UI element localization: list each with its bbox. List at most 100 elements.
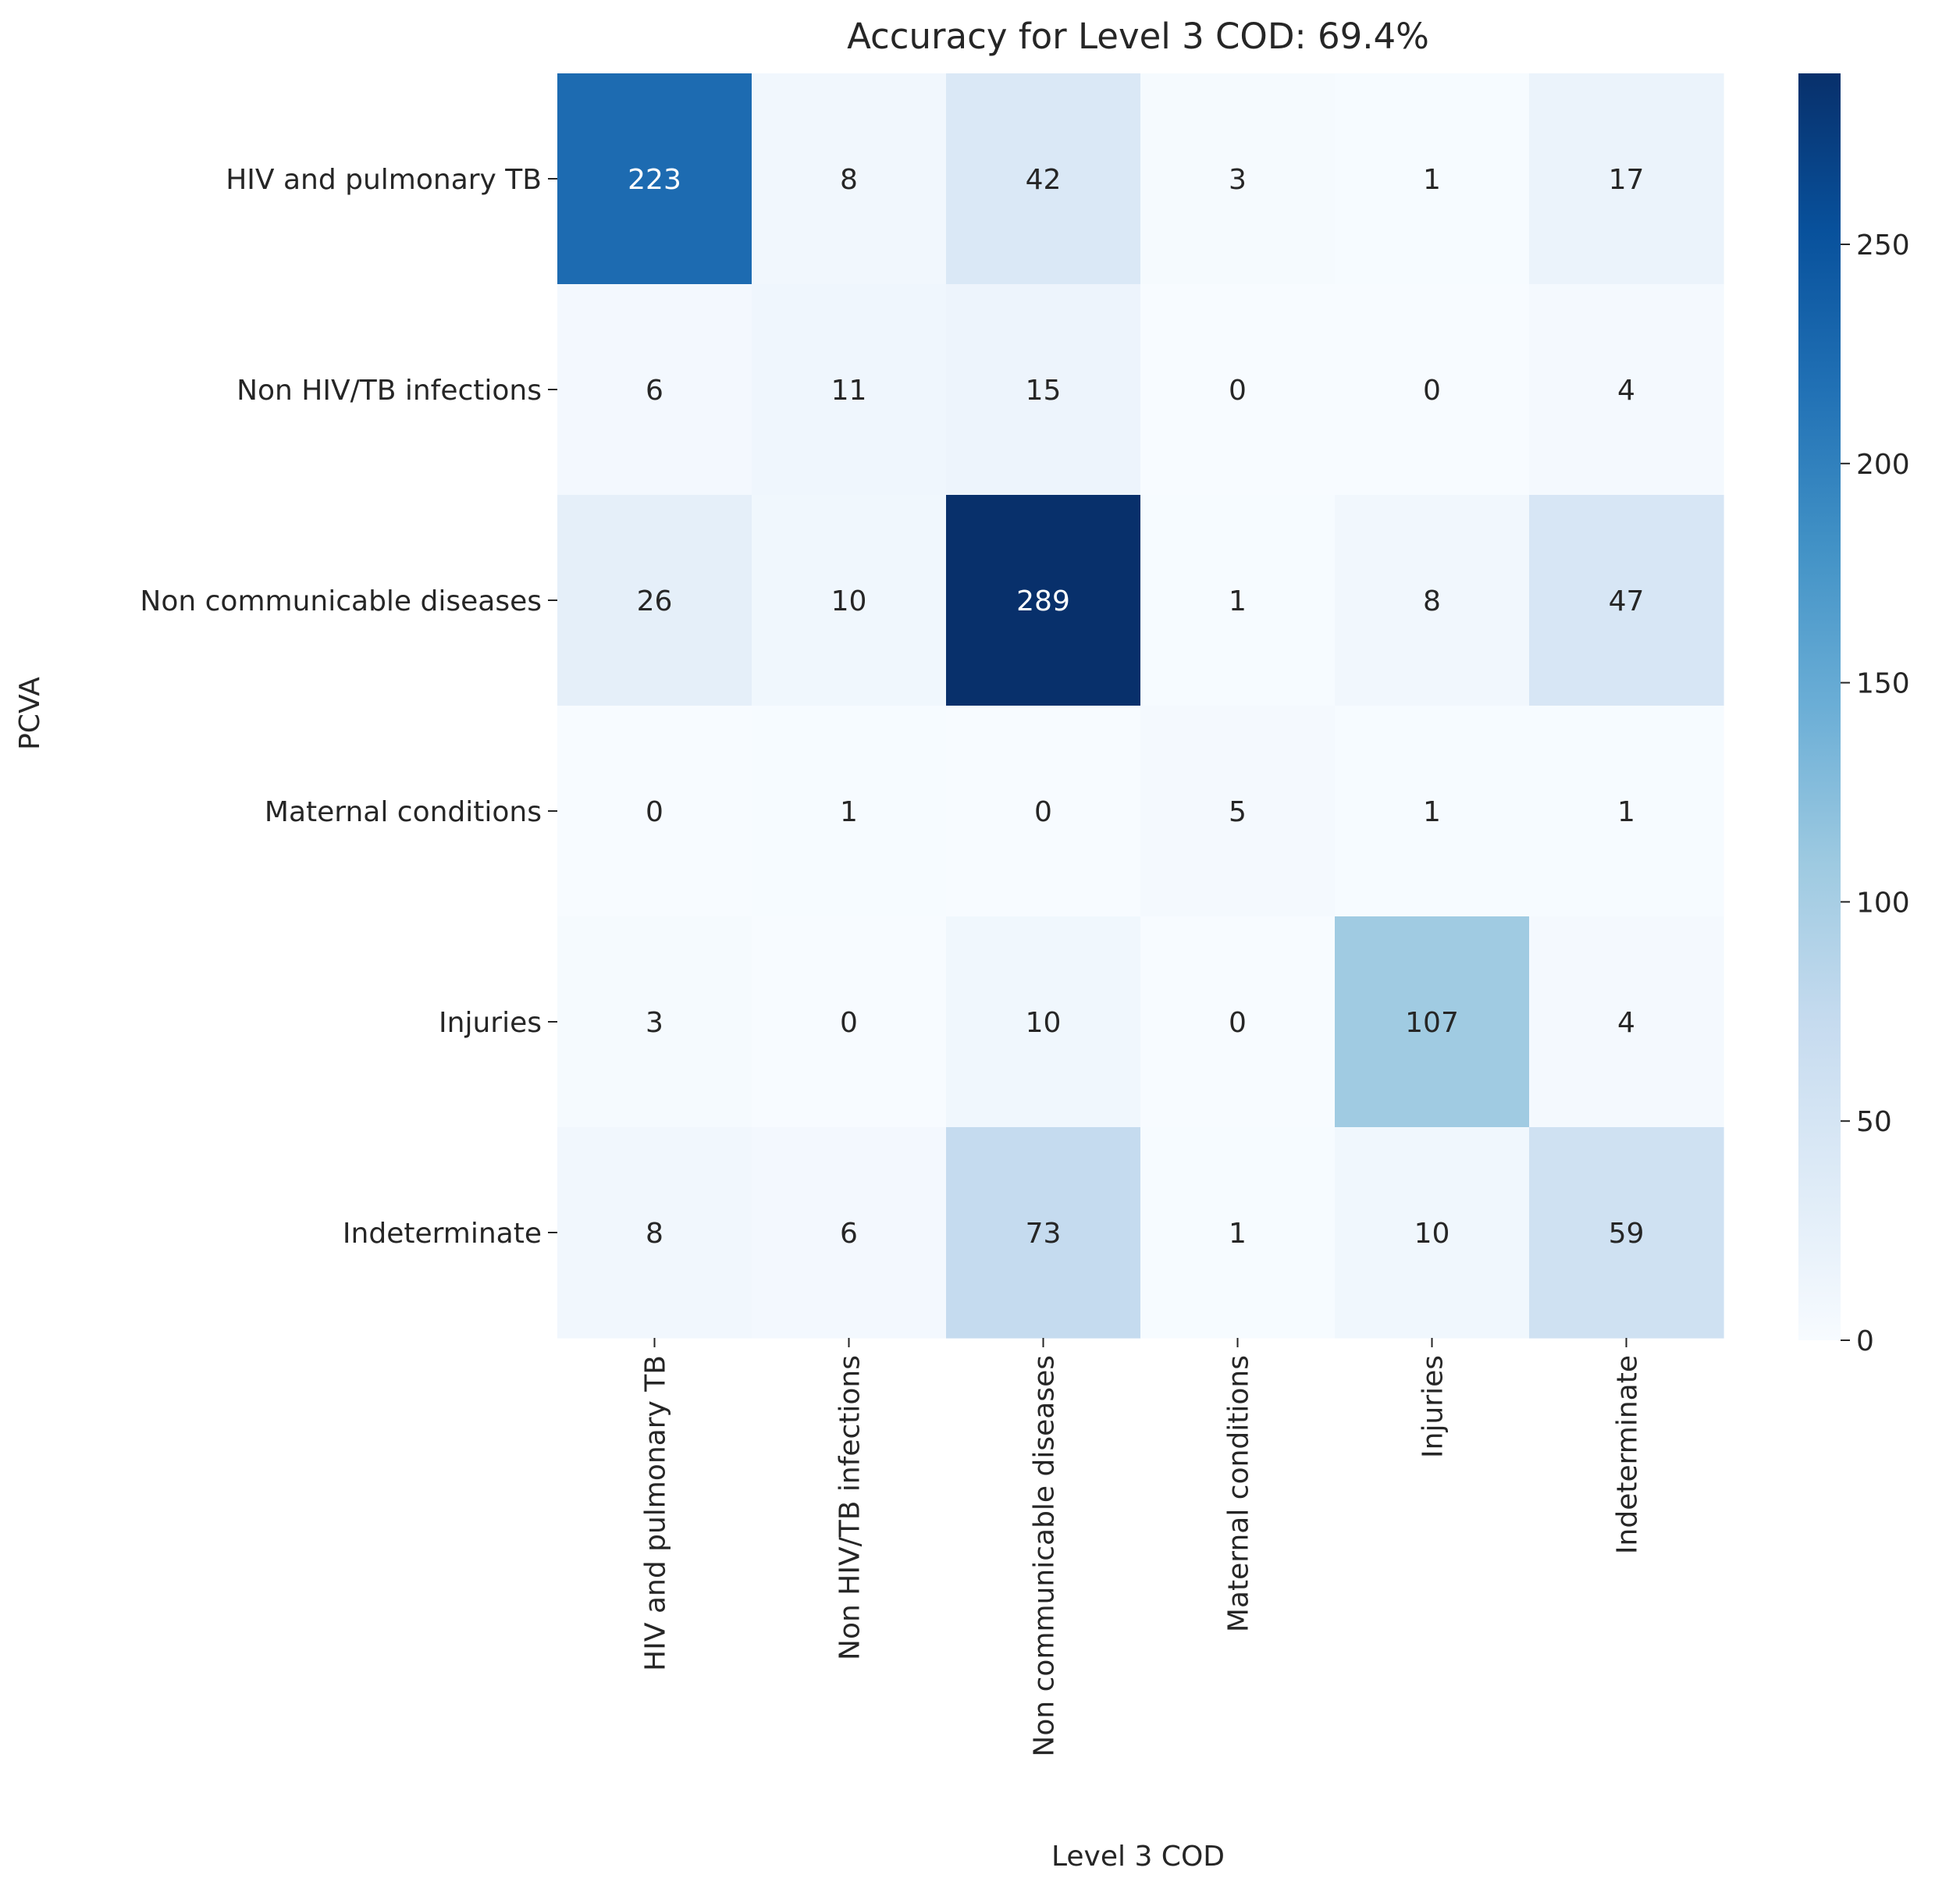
cell-value-label: 289 [1016, 585, 1070, 617]
cell-value-label: 73 [1026, 1218, 1062, 1250]
heatmap-cell [1335, 284, 1530, 496]
cell-value-label: 0 [1229, 375, 1247, 407]
y-tick-label: Indeterminate [343, 1218, 542, 1250]
colorbar-tick-label: 250 [1856, 229, 1910, 261]
y-tick-label: Injuries [439, 1007, 542, 1039]
x-tick-label: Non communicable diseases [1029, 1355, 1061, 1757]
x-tick-label: HIV and pulmonary TB [640, 1355, 672, 1671]
x-axis-label: Level 3 COD [1051, 1841, 1225, 1873]
cell-value-label: 17 [1609, 164, 1645, 196]
colorbar-tick-label: 0 [1856, 1325, 1874, 1357]
cell-value-label: 59 [1609, 1218, 1645, 1250]
heatmap-cell [1140, 284, 1336, 496]
y-tick-label: Non communicable diseases [140, 585, 542, 617]
heatmap-cell [1529, 495, 1724, 706]
heatmap-cell [946, 495, 1141, 706]
cell-value-label: 1 [840, 796, 858, 828]
cell-value-label: 1 [1423, 164, 1441, 196]
y-tick-label: Maternal conditions [265, 796, 542, 828]
colorbar-tick-label: 150 [1856, 668, 1910, 700]
cell-value-label: 1 [1617, 796, 1635, 828]
cell-value-label: 0 [646, 796, 663, 828]
colorbar: 0 50 100 150 200 250 [1798, 73, 1910, 1357]
heatmap-cell [1335, 706, 1530, 917]
x-axis-ticks: HIV and pulmonary TB Non HIV/TB infection… [640, 1338, 1644, 1757]
heatmap-cell-labels: 223 8 42 3 1 176 11 15 0 0 426 10 289 1 8 470 1 0 5 1 13 0 10 0… [628, 164, 1644, 1250]
cell-value-label: 11 [831, 375, 867, 407]
heatmap-cell [752, 73, 947, 285]
x-tick-label: Injuries [1418, 1355, 1450, 1458]
x-tick-label: Non HIV/TB infections [834, 1355, 866, 1660]
heatmap-cell [1529, 916, 1724, 1128]
cell-value-label: 1 [1423, 796, 1441, 828]
heatmap-cell [1335, 1127, 1530, 1339]
heatmap-cell [557, 706, 752, 917]
cell-value-label: 0 [1229, 1007, 1247, 1039]
cell-value-label: 42 [1026, 164, 1062, 196]
heatmap-cell [1140, 706, 1336, 917]
cell-value-label: 1 [1229, 585, 1247, 617]
colorbar-tick-label: 100 [1856, 887, 1910, 919]
colorbar-gradient [1798, 73, 1841, 1340]
cell-value-label: 15 [1026, 375, 1062, 407]
heatmap-cell [1140, 1127, 1336, 1339]
chart-title: Accuracy for Level 3 COD: 69.4% [847, 16, 1429, 57]
x-tick-label: Indeterminate [1612, 1355, 1644, 1554]
heatmap-cell [1335, 495, 1530, 706]
colorbar-tick-label: 200 [1856, 449, 1910, 481]
heatmap-cell [1529, 1127, 1724, 1339]
heatmap-cell [557, 284, 752, 496]
cell-value-label: 1 [1229, 1218, 1247, 1250]
cell-value-label: 4 [1617, 375, 1635, 407]
heatmap-cell [946, 706, 1141, 917]
cell-value-label: 0 [1423, 375, 1441, 407]
heatmap-cell [557, 495, 752, 706]
heatmap-cell [752, 495, 947, 706]
cell-value-label: 0 [1034, 796, 1052, 828]
heatmap-cell [1529, 706, 1724, 917]
heatmap-cell [1140, 916, 1336, 1128]
cell-value-label: 4 [1617, 1007, 1635, 1039]
x-tick-label: Maternal conditions [1223, 1355, 1255, 1632]
cell-value-label: 107 [1405, 1007, 1459, 1039]
cell-value-label: 5 [1229, 796, 1247, 828]
heatmap-cell [946, 1127, 1141, 1339]
y-axis-label: PCVA [14, 677, 46, 750]
heatmap-cell [752, 284, 947, 496]
heatmap-cell [1140, 495, 1336, 706]
heatmap-cells [557, 73, 1724, 1339]
cell-value-label: 8 [646, 1218, 663, 1250]
cell-value-label: 10 [1026, 1007, 1062, 1039]
heatmap-cell [557, 916, 752, 1128]
heatmap-cell [557, 73, 752, 285]
cell-value-label: 8 [1423, 585, 1441, 617]
heatmap-cell [557, 1127, 752, 1339]
heatmap-cell [1529, 73, 1724, 285]
cell-value-label: 10 [831, 585, 867, 617]
cell-value-label: 26 [637, 585, 673, 617]
y-tick-label: Non HIV/TB infections [237, 375, 542, 407]
cell-value-label: 6 [840, 1218, 858, 1250]
heatmap-cell [1335, 916, 1530, 1128]
colorbar-ticks: 0 50 100 150 200 250 [1841, 229, 1910, 1357]
heatmap-cell [752, 916, 947, 1128]
cell-value-label: 47 [1609, 585, 1645, 617]
cell-value-label: 223 [628, 164, 681, 196]
heatmap-cell [752, 1127, 947, 1339]
cell-value-label: 0 [840, 1007, 858, 1039]
heatmap-cell [946, 284, 1141, 496]
cell-value-label: 3 [646, 1007, 663, 1039]
cell-value-label: 10 [1414, 1218, 1450, 1250]
heatmap-cell [946, 73, 1141, 285]
cell-value-label: 8 [840, 164, 858, 196]
cell-value-label: 6 [646, 375, 663, 407]
heatmap-cell [1529, 284, 1724, 496]
heatmap-cell [946, 916, 1141, 1128]
colorbar-tick-label: 50 [1856, 1106, 1892, 1138]
heatmap-cell [1140, 73, 1336, 285]
y-tick-label: HIV and pulmonary TB [226, 164, 542, 196]
y-axis-ticks: HIV and pulmonary TB Non HIV/TB infection… [140, 164, 557, 1250]
cell-value-label: 3 [1229, 164, 1247, 196]
heatmap-cell [752, 706, 947, 917]
